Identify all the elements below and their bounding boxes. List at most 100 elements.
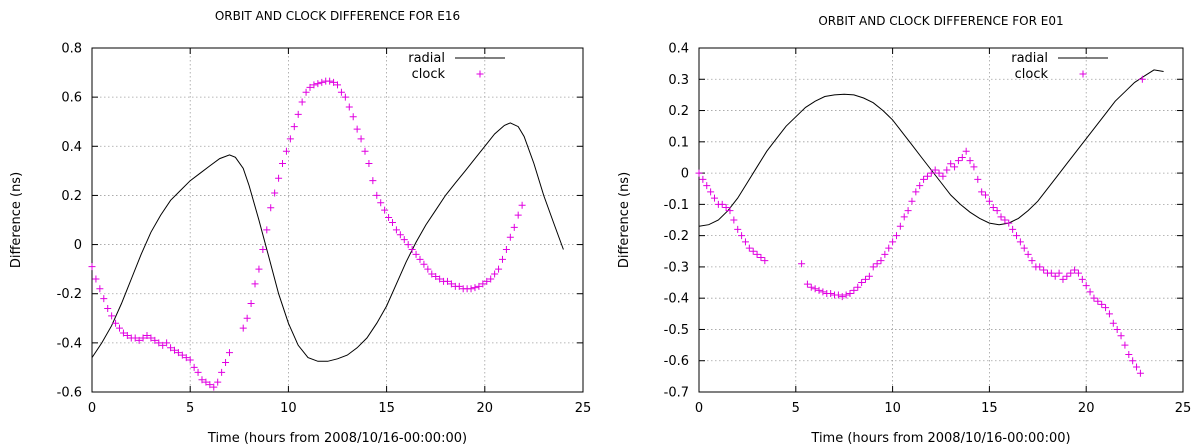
data-point	[510, 223, 518, 231]
data-point	[1013, 232, 1020, 240]
series-points-clock-outlier	[1138, 75, 1146, 83]
y-tick-label: 0.3	[668, 73, 689, 88]
data-point	[404, 241, 412, 249]
chart-panel-2: ORBIT AND CLOCK DIFFERENCE FOR E01 -0.7 -0…	[617, 14, 1191, 446]
data-point	[100, 295, 108, 303]
data-point	[436, 275, 444, 283]
y-tick-label: -0.5	[664, 323, 689, 338]
data-point	[112, 319, 120, 327]
data-point	[1117, 332, 1125, 340]
data-point	[424, 265, 432, 273]
data-point	[842, 291, 850, 299]
data-point	[989, 203, 997, 211]
data-point	[811, 285, 819, 293]
data-point	[310, 81, 318, 89]
x-tick-label: 5	[792, 401, 800, 416]
series-points-clock	[88, 77, 526, 391]
chart-title: ORBIT AND CLOCK DIFFERENCE FOR E01	[818, 14, 1063, 28]
data-point	[263, 226, 271, 234]
data-point	[388, 218, 396, 226]
data-point	[483, 277, 491, 285]
data-point	[699, 175, 707, 183]
y-tick-label: 0.1	[668, 135, 689, 150]
data-point	[279, 159, 287, 167]
data-point	[881, 250, 889, 258]
data-point	[506, 233, 514, 241]
data-point	[1121, 341, 1129, 349]
x-tick-label: 25	[575, 401, 592, 416]
data-point	[1067, 269, 1075, 277]
y-tick-label: 0.4	[61, 140, 82, 155]
data-point	[873, 260, 881, 268]
data-point	[885, 244, 893, 252]
data-point	[147, 334, 155, 342]
x-tick-label: 25	[1175, 401, 1192, 416]
data-point	[498, 255, 506, 263]
data-point	[381, 206, 389, 214]
data-point	[487, 275, 495, 283]
data-point	[210, 383, 218, 391]
data-point	[290, 123, 298, 131]
data-point	[428, 270, 436, 278]
data-point	[954, 157, 962, 165]
data-point	[349, 113, 357, 121]
data-point	[722, 203, 730, 211]
data-point	[827, 289, 835, 297]
y-tick-label: -0.2	[57, 287, 82, 302]
x-tick-label: 10	[280, 401, 297, 416]
data-point	[951, 163, 959, 171]
y-tick-label: -0.2	[664, 229, 689, 244]
y-tick-label: -0.6	[57, 386, 82, 401]
data-point	[286, 135, 294, 143]
y-tick-label: -0.7	[664, 386, 689, 401]
data-point	[1051, 272, 1059, 280]
data-point	[1094, 297, 1102, 305]
data-point	[400, 236, 408, 244]
data-point	[218, 368, 226, 376]
data-point	[1009, 225, 1017, 233]
chart-title: ORBIT AND CLOCK DIFFERENCE FOR E16	[215, 9, 460, 23]
data-point	[314, 80, 322, 88]
y-axis-label: Difference (ns)	[617, 172, 632, 268]
y-tick-label: 0	[74, 238, 82, 253]
data-point	[993, 207, 1001, 215]
data-point	[345, 103, 353, 111]
legend-label-radial: radial	[1011, 51, 1048, 66]
data-point	[703, 182, 711, 190]
data-point	[738, 232, 746, 240]
legend-label-clock: clock	[1015, 67, 1049, 82]
data-point	[1001, 216, 1009, 224]
data-point	[1071, 266, 1079, 274]
data-point	[1005, 219, 1013, 227]
data-point	[900, 213, 908, 221]
data-point	[695, 169, 703, 177]
x-tick-label: 15	[981, 401, 998, 416]
data-point	[978, 188, 986, 196]
data-point	[1040, 266, 1048, 274]
data-point	[139, 334, 147, 342]
data-point	[730, 216, 738, 224]
x-tick-label: 20	[1078, 401, 1095, 416]
data-point	[155, 339, 163, 347]
data-point	[834, 291, 842, 299]
data-point	[123, 331, 131, 339]
data-point	[96, 285, 104, 293]
y-tick-label: -0.1	[664, 198, 689, 213]
y-axis-label: Difference (ns)	[9, 172, 24, 268]
data-point	[923, 172, 931, 180]
data-point	[985, 197, 993, 205]
data-point	[357, 135, 365, 143]
data-point	[135, 336, 143, 344]
y-tick-label: 0.6	[61, 91, 82, 106]
data-point	[318, 78, 326, 86]
data-point	[1024, 250, 1032, 258]
data-point	[931, 166, 939, 174]
data-point	[753, 250, 761, 258]
data-point	[471, 284, 479, 292]
data-point	[1090, 294, 1098, 302]
data-point	[1113, 325, 1121, 333]
data-point	[1020, 244, 1028, 252]
data-point	[854, 283, 862, 291]
